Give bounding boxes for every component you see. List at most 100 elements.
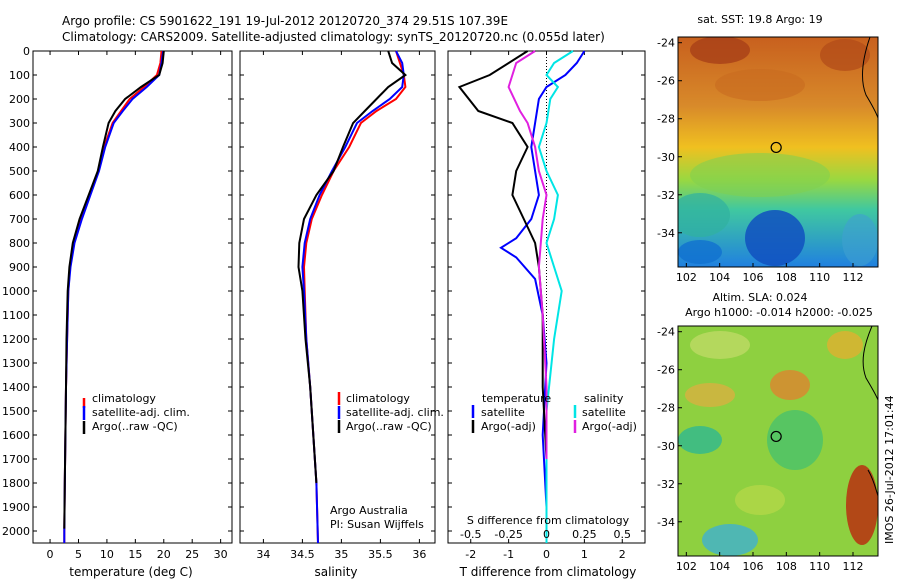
x-tick-label: 34 <box>256 548 270 561</box>
salinity-diff-tick-label: -0.5 <box>460 528 481 541</box>
y-tick-label: 1500 <box>2 405 30 418</box>
y-tick-label: 900 <box>9 261 30 274</box>
series-line <box>63 50 165 543</box>
y-tick-label: 1900 <box>2 501 30 514</box>
sst-warm-patch <box>690 37 750 64</box>
y-tick-label: 500 <box>9 165 30 178</box>
temperature-lines <box>63 50 165 543</box>
y-tick-label: -28 <box>657 402 675 415</box>
diff-xlabel: T difference from climatology <box>459 565 637 579</box>
sst-warm-patch <box>820 39 870 71</box>
y-tick-label: -28 <box>657 113 675 126</box>
axes-frame <box>32 50 233 544</box>
x-tick-label: 108 <box>776 271 797 284</box>
series-line <box>63 50 165 529</box>
legend-label-t-satellite: satellite <box>481 406 525 419</box>
x-tick-label: 112 <box>843 271 864 284</box>
y-tick-label: -24 <box>657 37 675 50</box>
y-tick-label: 100 <box>9 69 30 82</box>
title-line1: Argo profile: CS 5901622_191 19-Jul-2012… <box>62 14 508 28</box>
annotation-pi: PI: Susan Wijffels <box>330 518 424 531</box>
map-frame <box>677 36 879 268</box>
y-tick-label: 2000 <box>2 525 30 538</box>
x-tick-label: 0 <box>543 548 550 561</box>
temperature-axes: 0 5 10 15 20 25 300100200300400500600700800900… <box>2 45 233 561</box>
sla-map: Altim. SLA: 0.024 Argo h1000: -0.014 h20… <box>657 291 879 573</box>
sla-low-patch <box>767 410 823 470</box>
sla-low-patch <box>702 524 758 556</box>
x-tick-label: 36 <box>412 548 426 561</box>
legend-label-satellite: satellite-adj. clim. <box>92 406 190 419</box>
temperature-legend: climatology satellite-adj. clim. Argo(..… <box>82 392 190 434</box>
series-line <box>507 50 548 459</box>
legend-label-t-argo: Argo(-adj) <box>481 420 536 433</box>
y-tick-label: -34 <box>657 227 675 240</box>
salinity-diff-ticklabels: -0.5 -0.25 0 0.25 0.5 <box>460 528 631 541</box>
y-tick-label: 1300 <box>2 357 30 370</box>
x-tick-label: 34.5 <box>290 548 315 561</box>
y-tick-label: 800 <box>9 237 30 250</box>
sst-map: sat. SST: 19.8 Argo: 19 102 104 106 108 110 1… <box>657 13 879 284</box>
x-tick-label: 0 <box>47 548 54 561</box>
y-tick-label: 400 <box>9 141 30 154</box>
salinity-legend: climatology satellite-adj. clim. Argo(..… <box>337 392 444 433</box>
sst-cool-patch <box>678 193 730 237</box>
temperature-xlabel: temperature (deg C) <box>69 565 192 579</box>
coastline <box>862 37 878 119</box>
y-tick-label: 700 <box>9 213 30 226</box>
legend-label-satellite: satellite-adj. clim. <box>346 406 444 419</box>
series-line <box>302 50 407 544</box>
y-tick-label: 1700 <box>2 453 30 466</box>
coastline <box>862 326 878 401</box>
x-tick-label: -1 <box>503 548 514 561</box>
legend-label-s-argo: Argo(-adj) <box>582 420 637 433</box>
y-tick-label: -30 <box>657 151 675 164</box>
legend-label-argo: Argo(..raw -QC) <box>346 420 432 433</box>
x-tick-label: 35 <box>334 548 348 561</box>
sla-high-patch <box>770 370 810 400</box>
y-tick-label: 1600 <box>2 429 30 442</box>
sst-cold-patch <box>745 210 805 266</box>
temperature-panel: 0 5 10 15 20 25 300100200300400500600700800900… <box>2 45 233 579</box>
sla-patch <box>735 485 785 515</box>
y-tick-label: -32 <box>657 478 675 491</box>
axes-frame <box>239 50 436 544</box>
sla-high-patch <box>846 465 878 545</box>
sst-cool-patch <box>690 153 830 197</box>
salinity-diff-tick-label: -0.25 <box>494 528 522 541</box>
salinity-diff-tick-label: 0.25 <box>572 528 597 541</box>
legend-header-temperature: temperature <box>482 392 551 405</box>
salinity-axes: 34 34.5 35 35.5 36 <box>239 50 436 561</box>
y-tick-label: 300 <box>9 117 30 130</box>
sla-map-title: Altim. SLA: 0.024 <box>712 291 807 304</box>
y-tick-label: -24 <box>657 326 675 339</box>
x-tick-label: 102 <box>676 560 697 573</box>
salinity-diff-tick-label: 0.5 <box>614 528 632 541</box>
y-tick-label: 1000 <box>2 285 30 298</box>
imos-credit: IMOS 26-Jul-2012 17:01:44 <box>883 395 896 544</box>
sla-map-axes: 102 104 106 108 110 112 -24 -26 -28 -30 -32 -34 <box>657 325 879 573</box>
sst-map-title: sat. SST: 19.8 Argo: 19 <box>697 13 822 26</box>
y-tick-label: -32 <box>657 189 675 202</box>
series-line <box>457 50 548 543</box>
y-tick-label: -30 <box>657 440 675 453</box>
title-line2: Climatology: CARS2009. Satellite-adjuste… <box>62 30 605 44</box>
legend-label-climatology: climatology <box>346 392 410 405</box>
sla-map-subtitle: Argo h1000: -0.014 h2000: -0.025 <box>685 306 873 319</box>
map-frame <box>677 325 879 557</box>
x-tick-label: 110 <box>809 560 830 573</box>
sst-warm-patch <box>715 69 805 101</box>
x-tick-label: 112 <box>843 560 864 573</box>
y-tick-label: 1100 <box>2 309 30 322</box>
argo-position-marker <box>770 141 782 154</box>
x-tick-label: 5 <box>75 548 82 561</box>
sst-map-axes: 102 104 106 108 110 112 -24 -26 -28 -30 -32 -34 <box>657 36 879 284</box>
x-tick-label: 1 <box>581 548 588 561</box>
y-tick-label: 600 <box>9 189 30 202</box>
legend-label-s-satellite: satellite <box>582 406 626 419</box>
y-tick-label: -26 <box>657 364 675 377</box>
x-tick-label: -2 <box>465 548 476 561</box>
salinity-diff-tick-label: 0 <box>543 528 550 541</box>
x-tick-label: 15 <box>128 548 142 561</box>
